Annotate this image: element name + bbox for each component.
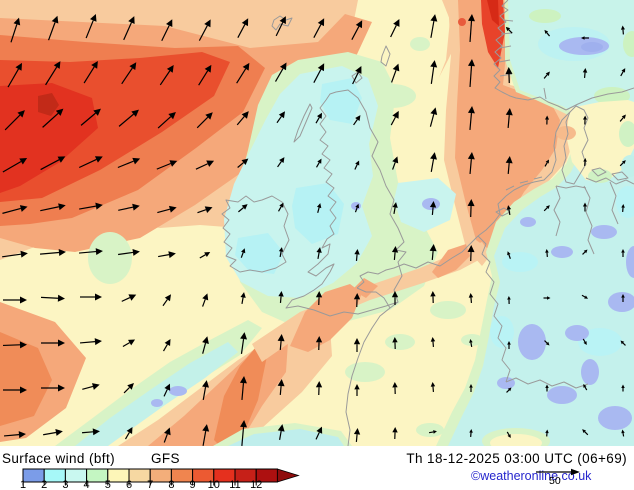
model-label: GFS: [151, 451, 180, 466]
map-title: Surface wind (bft): [2, 451, 115, 466]
wind-speed-field: [0, 0, 634, 446]
legend-tick-label: 12: [250, 479, 262, 490]
legend-tick-label: 3: [62, 479, 68, 490]
legend-tick-label: 8: [168, 479, 174, 490]
legend-tick-label: 9: [190, 479, 196, 490]
legend-tick-label: 1: [20, 479, 26, 490]
legend-tick-label: 6: [126, 479, 132, 490]
footer: Surface wind (bft) GFS Th 18-12-2025 03:…: [0, 446, 634, 490]
legend-tick-label: 7: [147, 479, 153, 490]
reference-arrow-label: 50: [549, 475, 561, 487]
legend-tick-label: 4: [84, 479, 90, 490]
coastlines: [221, 0, 634, 446]
legend-tick-label: 11: [229, 479, 240, 490]
legend-tick-label: 5: [105, 479, 111, 490]
legend-tick-label: 10: [208, 479, 220, 490]
datetime-label: Th 18-12-2025 03:00 UTC (06+69): [406, 451, 627, 466]
legend-colorbar: 1 2 3 4 5 6 7 8 9 10 11 12: [20, 468, 300, 490]
legend-tick-label: 2: [41, 479, 47, 490]
wind-arrows: [2, 13, 626, 446]
reference-arrow-head: [571, 468, 580, 476]
weather-map: [0, 0, 634, 446]
reference-arrow: 50: [536, 468, 580, 487]
